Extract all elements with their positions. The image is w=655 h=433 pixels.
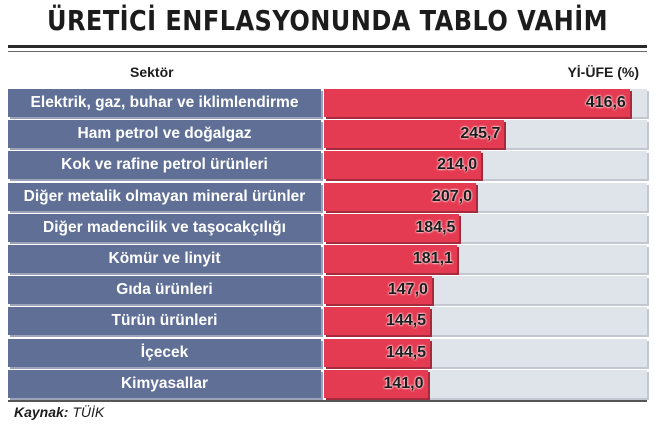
value-label: 141,0 <box>383 374 424 392</box>
category-label: Ham petrol ve doğalgaz <box>8 120 321 149</box>
footer-rule <box>8 400 647 402</box>
bar <box>324 276 432 305</box>
source-note: Kaynak: TÜİK <box>14 404 104 420</box>
category-label: Gıda ürünleri <box>8 276 321 305</box>
chart-row: Diğer madencilik ve taşocakçılığı 184,5 <box>8 213 647 242</box>
bar-chart: Elektrik, gaz, buhar ve iklimlendirme 416… <box>8 89 647 399</box>
bar <box>324 89 630 117</box>
bar <box>324 182 476 211</box>
bar <box>324 213 460 242</box>
chart-row: İçecek 144,5 <box>8 338 647 367</box>
value-label: 184,5 <box>415 218 456 236</box>
category-label: Diğer madencilik ve taşocakçılığı <box>8 213 321 242</box>
source-name: TÜİK <box>72 404 105 420</box>
category-label: İçecek <box>8 338 321 367</box>
bar <box>324 151 482 180</box>
category-label: Kömür ve linyit <box>8 245 321 273</box>
chart-row: Ham petrol ve doğalgaz 245,7 <box>8 120 647 149</box>
source-prefix: Kaynak: <box>14 404 69 420</box>
bar <box>324 120 505 149</box>
value-label: 147,0 <box>387 281 428 299</box>
category-label: Diğer metalik olmayan mineral ürünler <box>8 182 321 211</box>
title-rule <box>8 45 647 48</box>
column-header-sector: Sektör <box>130 64 174 80</box>
chart-row: Gıda ürünleri 147,0 <box>8 276 647 305</box>
value-label: 181,1 <box>412 250 453 267</box>
bar <box>324 369 428 398</box>
category-label: Kok ve rafine petrol ürünleri <box>8 151 321 180</box>
chart-row: Elektrik, gaz, buhar ve iklimlendirme 416… <box>8 89 647 117</box>
bar <box>324 338 431 367</box>
value-label: 214,0 <box>437 156 478 174</box>
title-rule-thin <box>8 51 647 52</box>
category-label: Kimyasallar <box>8 369 321 398</box>
chart-row: Kömür ve linyit 181,1 <box>8 245 647 273</box>
column-header-unit: Yİ-ÜFE (%) <box>567 64 639 80</box>
chart-row: Türün ürünleri 144,5 <box>8 307 647 336</box>
chart-row: Diğer metalik olmayan mineral ürünler 207… <box>8 182 647 211</box>
bar <box>324 245 457 273</box>
category-label: Türün ürünleri <box>8 307 321 336</box>
chart-title: ÜRETİCİ ENFLASYONUNDA TABLO VAHİM <box>46 4 609 37</box>
value-label: 144,5 <box>386 343 427 361</box>
value-label: 416,6 <box>585 94 626 111</box>
value-label: 207,0 <box>431 187 472 205</box>
chart-row: Kok ve rafine petrol ürünleri 214,0 <box>8 151 647 180</box>
value-label: 144,5 <box>386 312 427 330</box>
chart-row: Kimyasallar 141,0 <box>8 369 647 398</box>
category-label: Elektrik, gaz, buhar ve iklimlendirme <box>8 89 321 117</box>
bar <box>324 307 431 336</box>
value-label: 245,7 <box>460 125 501 143</box>
